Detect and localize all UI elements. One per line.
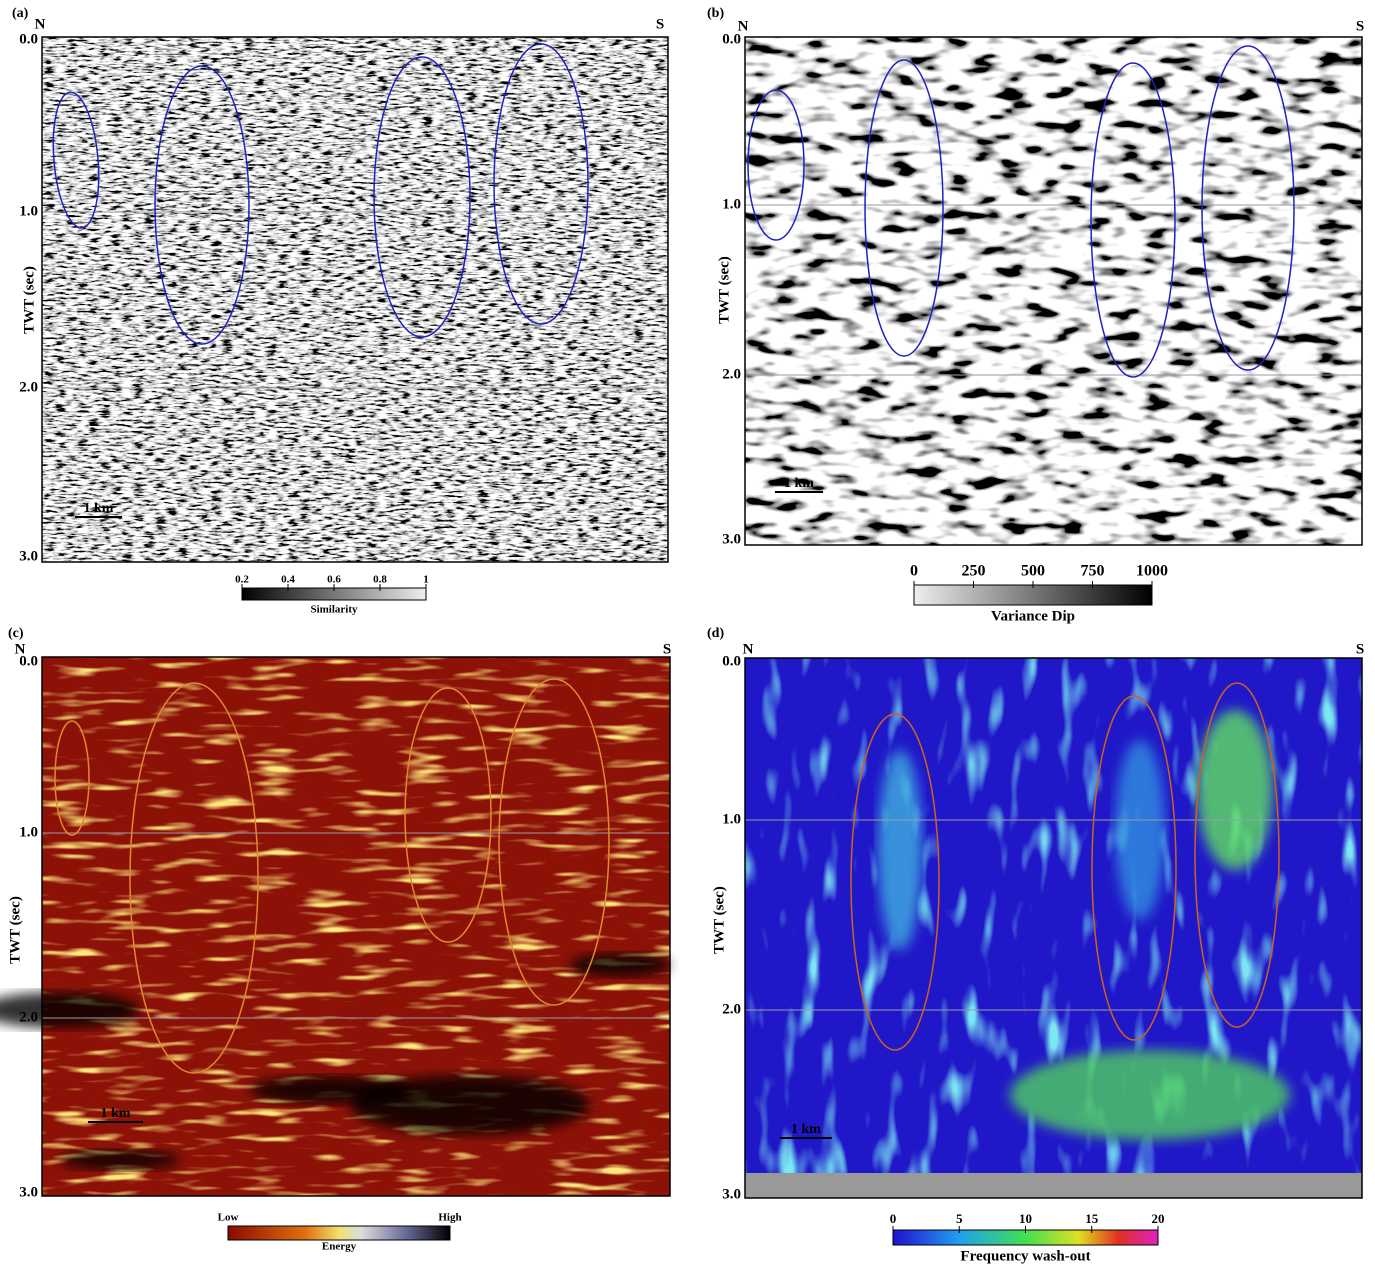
colorbar-tick-label: 0	[890, 1211, 897, 1226]
direction-north: N	[743, 641, 754, 657]
high-energy-zone	[60, 1150, 180, 1170]
colorbar-tick-label: 15	[1085, 1211, 1099, 1226]
panel-frame	[744, 36, 1363, 546]
y-tick-label: 2.0	[19, 379, 38, 395]
colorbar-tick-label: 0.6	[327, 574, 341, 586]
colorbar-tick-label: 5	[956, 1211, 963, 1226]
panel-label: (a)	[12, 6, 29, 21]
panel-frame	[744, 657, 1363, 1199]
washout-zone	[878, 750, 922, 950]
y-tick-label: 0.0	[722, 31, 741, 47]
highlight-ellipse	[1090, 62, 1176, 378]
y-tick-label: 0.0	[19, 653, 38, 669]
direction-south: S	[656, 16, 664, 32]
panel: (d) N S TWT (sec) 0.0 1.0 2.0 3.0 1 km 0 5 10 15 20 Fr…	[707, 626, 1364, 1264]
y-tick-label: 0.0	[19, 31, 38, 47]
highlight-ellipse	[154, 65, 250, 345]
panel-label: (d)	[707, 626, 724, 641]
panel: (c)N S TWT (sec) 0.0 1.0 2.0 3.0 1 km Low High Ene…	[0, 626, 671, 1253]
panel-label: (b)	[707, 6, 724, 21]
y-axis-label: TWT (sec)	[21, 266, 37, 334]
colorbar-title: Variance Dip	[991, 608, 1075, 624]
direction-south: S	[1356, 18, 1364, 34]
colorbar-tick-label: 0	[910, 563, 918, 580]
colorbar-tick-label: 1000	[1136, 563, 1168, 580]
washout-zone	[1197, 710, 1273, 870]
colorbar-title: Similarity	[310, 604, 358, 616]
y-tick-label: 2.0	[19, 1009, 38, 1025]
colorbar-tick-label: 0.2	[235, 574, 249, 586]
y-tick-label: 3.0	[722, 531, 741, 547]
no-data-band	[745, 1173, 1362, 1198]
y-axis-label: TWT (sec)	[7, 896, 23, 964]
y-tick-label: 3.0	[19, 1184, 38, 1200]
highlight-ellipse	[373, 56, 471, 338]
highlight-ellipse	[498, 678, 610, 1006]
highlight-ellipse	[493, 43, 589, 325]
y-tick-label: 1.0	[722, 196, 741, 212]
colorbar-tick-label: 250	[962, 563, 986, 580]
y-tick-label: 1.0	[19, 824, 38, 840]
highlight-ellipse	[747, 89, 805, 241]
colorbar-tick-label: 0.8	[373, 574, 387, 586]
highlight-ellipse	[52, 91, 100, 229]
washout-zone	[1115, 740, 1165, 920]
panel-label: (c)	[8, 626, 24, 641]
y-tick-label: 0.0	[722, 653, 741, 669]
y-axis-label: TWT (sec)	[716, 256, 732, 324]
panel-frame	[41, 36, 669, 563]
highlight-ellipse	[54, 720, 90, 836]
y-tick-label: 2.0	[722, 366, 741, 382]
panel: (b) N S TWT (sec) 0.0 1.0 2.0 3.0 1 km 0 250 500 750…	[707, 6, 1364, 624]
highlight-ellipse	[1201, 45, 1295, 371]
seismic-texture	[745, 37, 1362, 545]
highlight-ellipse	[1091, 695, 1177, 1041]
direction-north: N	[15, 641, 26, 657]
direction-south: S	[1356, 641, 1364, 657]
colorbar-tick-label: 10	[1019, 1211, 1032, 1226]
highlight-ellipse	[129, 682, 259, 1074]
washout-zone	[1010, 1050, 1290, 1140]
colorbar-tick-label: High	[438, 1212, 461, 1224]
y-tick-label: 3.0	[722, 1186, 741, 1202]
high-energy-zone	[570, 953, 670, 977]
scale-label: 1 km	[784, 476, 814, 491]
colorbar-tick-label: Low	[218, 1212, 239, 1224]
y-axis-label: TWT (sec)	[711, 886, 727, 954]
y-tick-label: 3.0	[19, 548, 38, 564]
panel: (a) N S TWT (sec) 0.0 1.0 2.0 3.0 1 km 0.2 0.4 0.6 0…	[12, 6, 669, 616]
colorbar-title: Frequency wash-out	[960, 1248, 1090, 1264]
scale-label: 1 km	[84, 501, 114, 516]
scale-label: 1 km	[101, 1106, 131, 1121]
y-tick-label: 1.0	[722, 811, 741, 827]
high-energy-zone	[0, 992, 140, 1028]
panel-frame	[41, 656, 671, 1197]
colorbar-tick-label: 1	[423, 574, 429, 586]
high-energy-zone	[250, 1076, 410, 1104]
direction-north: N	[738, 18, 749, 34]
highlight-ellipse	[404, 687, 492, 943]
direction-north: N	[35, 16, 46, 32]
colorbar-tick-label: 20	[1152, 1211, 1165, 1226]
seismic-texture	[42, 37, 668, 562]
y-tick-label: 2.0	[722, 1001, 741, 1017]
colorbar-tick-label: 500	[1021, 563, 1045, 580]
highlight-ellipse	[1194, 682, 1280, 1028]
highlight-ellipse	[850, 713, 940, 1051]
highlight-ellipse	[864, 59, 944, 357]
direction-south: S	[663, 641, 671, 657]
colorbar-tick-label: 750	[1081, 563, 1105, 580]
colorbar	[227, 1225, 451, 1241]
colorbar-tick-label: 0.4	[281, 574, 295, 586]
scale-label: 1 km	[791, 1122, 821, 1137]
colorbar-title: Energy	[322, 1241, 357, 1253]
y-tick-label: 1.0	[19, 203, 38, 219]
